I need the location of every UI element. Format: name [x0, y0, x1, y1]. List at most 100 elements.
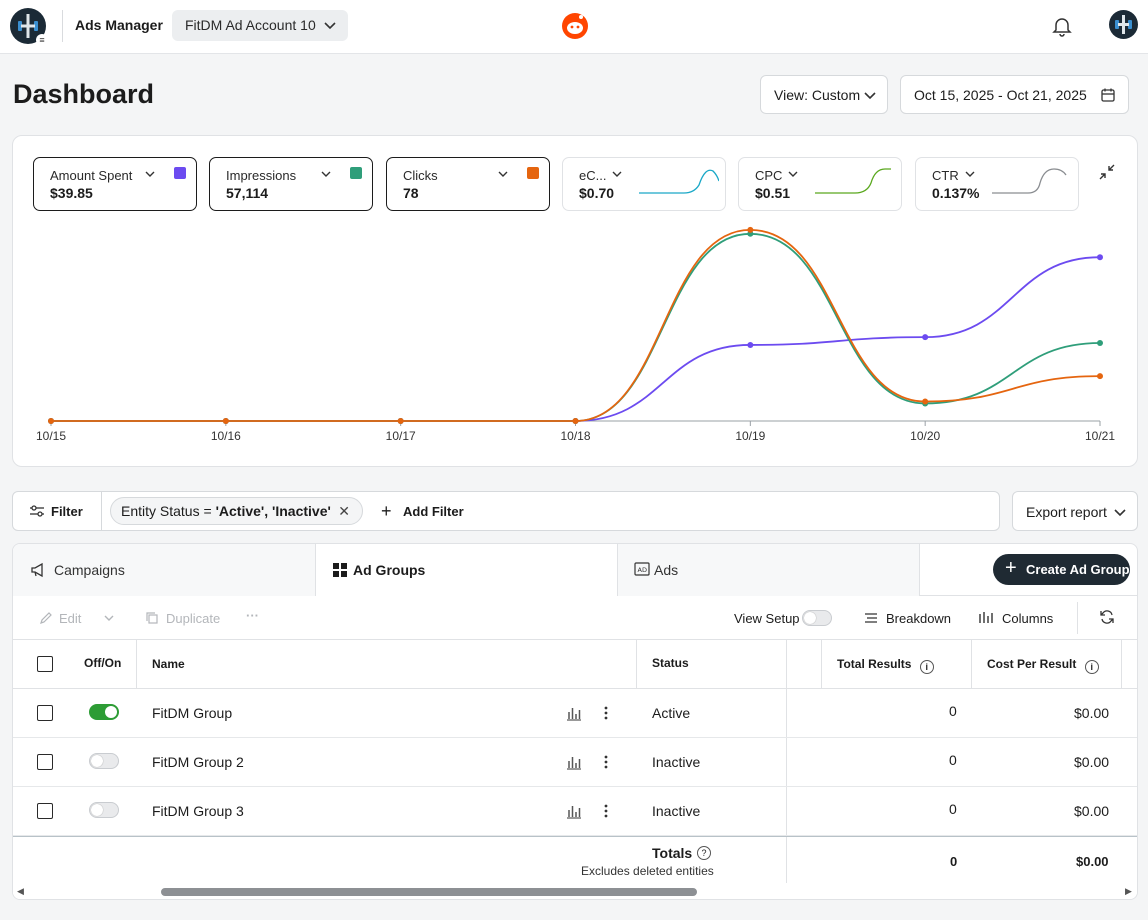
horizontal-scrollbar[interactable]: ◀ ▶: [13, 884, 1137, 899]
tab-ad-groups[interactable]: Ad Groups: [316, 544, 617, 596]
account-avatar-menu[interactable]: ≡: [10, 8, 48, 46]
row-status-toggle[interactable]: [89, 704, 119, 720]
row-total-results: 0: [949, 703, 957, 719]
help-icon[interactable]: ?: [697, 846, 711, 860]
filter-label: Filter: [51, 504, 83, 519]
view-setup-toggle[interactable]: [802, 610, 832, 626]
notification-bell-icon[interactable]: [1050, 14, 1074, 38]
duplicate-button[interactable]: Duplicate: [145, 611, 220, 626]
row-name[interactable]: FitDM Group: [152, 705, 233, 721]
user-avatar[interactable]: [1109, 10, 1138, 39]
data-point[interactable]: [222, 418, 229, 424]
tab-ads[interactable]: AD Ads: [618, 544, 919, 596]
info-icon[interactable]: i: [919, 660, 934, 674]
kebab-menu-icon[interactable]: [598, 705, 614, 721]
app-title: Ads Manager: [75, 17, 163, 33]
table-row[interactable]: FitDM Group 2 Inactive 0 $0.00: [13, 738, 1137, 787]
row-checkbox[interactable]: [37, 803, 53, 819]
data-point[interactable]: [1097, 373, 1103, 380]
chevron-down-icon[interactable]: [611, 168, 623, 180]
data-point[interactable]: [48, 418, 54, 424]
reddit-logo-icon[interactable]: [560, 10, 590, 40]
x-tick-label: 10/15: [36, 429, 66, 443]
toggle-knob: [91, 804, 103, 816]
metric-card-2[interactable]: Clicks 78: [386, 157, 550, 211]
more-options-button[interactable]: ···: [246, 608, 259, 623]
collapse-icon[interactable]: [1098, 163, 1116, 181]
header-status[interactable]: Status: [652, 656, 689, 670]
chevron-down-icon[interactable]: [144, 168, 156, 180]
columns-button[interactable]: Columns: [978, 611, 1053, 626]
scrollbar-thumb[interactable]: [161, 888, 697, 896]
metric-value: $0.51: [755, 185, 791, 201]
column-divider: [636, 640, 637, 689]
info-icon[interactable]: i: [1084, 660, 1099, 674]
metric-card-5[interactable]: CTR 0.137%: [915, 157, 1079, 211]
kebab-menu-icon[interactable]: [598, 754, 614, 770]
tab-campaigns[interactable]: Campaigns: [13, 544, 315, 596]
date-range-picker[interactable]: Oct 15, 2025 - Oct 21, 2025: [900, 75, 1129, 114]
scroll-right-arrow-icon[interactable]: ▶: [1125, 886, 1132, 896]
account-selector[interactable]: FitDM Ad Account 10: [172, 10, 348, 41]
metric-label: CPC: [755, 168, 783, 183]
row-name[interactable]: FitDM Group 3: [152, 803, 244, 819]
chevron-down-icon[interactable]: [497, 168, 509, 180]
metric-value: $0.70: [579, 185, 615, 201]
row-status-toggle[interactable]: [89, 753, 119, 769]
header-total-results[interactable]: Total Results i: [837, 657, 934, 674]
export-report-button[interactable]: Export report: [1012, 491, 1138, 531]
header-cost-per-result[interactable]: Cost Per Result i: [987, 657, 1099, 674]
header-name[interactable]: Name: [152, 657, 185, 671]
view-selector[interactable]: View: Custom: [760, 75, 888, 114]
data-point[interactable]: [922, 398, 929, 405]
totals-label: Totals: [652, 845, 693, 861]
metric-label: Clicks: [403, 168, 438, 183]
table-row[interactable]: FitDM Group 3 Inactive 0 $0.00: [13, 787, 1137, 836]
select-all-checkbox[interactable]: [37, 656, 53, 672]
chevron-down-icon[interactable]: [320, 168, 332, 180]
row-name[interactable]: FitDM Group 2: [152, 754, 244, 770]
chevron-down-icon[interactable]: [103, 613, 115, 623]
table-toolbar: Edit Duplicate ··· View Setup Breakdown …: [13, 596, 1137, 640]
add-filter-button[interactable]: + Add Filter: [381, 501, 464, 521]
grid-icon: [333, 563, 347, 577]
row-status-toggle[interactable]: [89, 802, 119, 818]
row-status: Inactive: [652, 803, 701, 819]
row-checkbox[interactable]: [37, 754, 53, 770]
refresh-icon[interactable]: [1099, 609, 1115, 625]
ad-icon: AD: [634, 562, 650, 576]
metric-value: 78: [403, 185, 419, 201]
table-row[interactable]: FitDM Group Active 0 $0.00: [13, 689, 1137, 738]
bar-chart-icon[interactable]: [566, 803, 582, 819]
chevron-down-icon: [864, 92, 876, 100]
remove-filter-icon[interactable]: ✕: [338, 503, 350, 519]
series-line-amount-spent: [51, 256, 1101, 422]
top-bar: ≡ Ads Manager FitDM Ad Account 10: [0, 0, 1148, 54]
metric-card-4[interactable]: CPC $0.51: [738, 157, 902, 211]
bar-chart-icon[interactable]: [566, 754, 582, 770]
data-point[interactable]: [397, 418, 404, 424]
bar-chart-icon[interactable]: [566, 705, 582, 721]
metric-card-1[interactable]: Impressions 57,114: [209, 157, 373, 211]
metric-card-0[interactable]: Amount Spent $39.85: [33, 157, 197, 211]
filter-button[interactable]: Filter: [13, 492, 102, 530]
filter-chip-entity-status[interactable]: Entity Status = 'Active', 'Inactive' ✕: [110, 497, 363, 525]
breakdown-button[interactable]: Breakdown: [864, 611, 951, 626]
series-color-swatch: [350, 167, 362, 179]
metric-card-3[interactable]: eC... $0.70: [562, 157, 726, 211]
kebab-menu-icon[interactable]: [598, 803, 614, 819]
scroll-left-arrow-icon[interactable]: ◀: [17, 886, 24, 896]
edit-button[interactable]: Edit: [39, 611, 81, 626]
chevron-down-icon[interactable]: [964, 168, 976, 180]
data-point[interactable]: [572, 418, 579, 424]
data-point[interactable]: [922, 334, 929, 341]
chart-card: Amount Spent $39.85 Impressions 57,114 Click…: [12, 135, 1138, 467]
breakdown-label: Breakdown: [886, 611, 952, 626]
data-point[interactable]: [747, 226, 754, 233]
row-checkbox[interactable]: [37, 705, 53, 721]
create-ad-group-button[interactable]: + Create Ad Group: [993, 554, 1130, 585]
data-point[interactable]: [1097, 254, 1103, 261]
chevron-down-icon[interactable]: [787, 168, 799, 180]
data-point[interactable]: [747, 341, 754, 348]
data-point[interactable]: [1097, 340, 1103, 346]
